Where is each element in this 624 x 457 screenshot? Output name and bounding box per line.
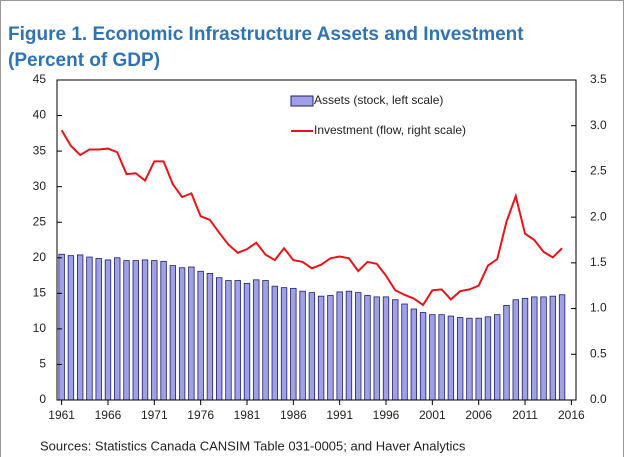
x-tick-label: 2016 [558,408,585,422]
x-tick-label: 1976 [187,408,214,422]
bar [262,280,269,401]
bar [299,290,306,401]
bar [410,308,417,401]
legend-swatch [290,95,314,107]
y-tick-label: 20 [33,250,47,264]
x-tick-label: 2001 [419,408,446,422]
bar [58,253,65,401]
bar [438,314,445,401]
bar [447,315,455,401]
x-tick-label: 1971 [141,408,168,422]
bar [521,297,529,401]
bar [494,314,501,401]
x-tick-label: 1986 [280,408,307,422]
bar [178,267,186,401]
bar [512,299,519,401]
y-tick-label: 15 [33,286,47,300]
y-tick-label: 35 [33,143,47,157]
bar [558,294,566,401]
bar [392,299,399,401]
bar [429,314,436,401]
bar [216,277,223,401]
x-tick-label: 1966 [95,408,122,422]
bar [382,296,390,401]
bar [234,280,241,401]
y2-tick-label: 1.5 [590,255,607,269]
bar [132,260,139,401]
bar [151,260,158,401]
bar [188,266,195,401]
y-tick-label: 25 [33,214,47,228]
bar [197,270,204,401]
bar [225,280,232,401]
bar [531,296,538,401]
bar [503,305,510,401]
bar [327,295,334,401]
y-tick-label: 5 [39,357,46,371]
line [60,129,563,307]
bar [419,312,427,401]
plot-frame [56,79,577,401]
bar [484,316,492,401]
y2-tick-label: 2.5 [590,164,607,178]
y2-tick-label: 2.0 [590,209,607,223]
x-tick-label: 2006 [465,408,492,422]
bar [540,296,547,401]
x-tick-label: 1996 [373,408,400,422]
bar [317,295,325,401]
bar [114,257,121,401]
bar [67,255,75,401]
bar [475,317,482,401]
legend-label: Assets (stock, left scale) [314,93,443,107]
source-note: Sources: Statistics Canada CANSIM Table … [40,438,466,453]
bar [549,295,557,401]
bar [160,260,167,401]
bar [456,317,464,401]
bar [336,291,343,401]
x-tick-label: 1991 [326,408,353,422]
bar [206,273,214,401]
bar [308,292,316,401]
y-tick-label: 40 [33,108,47,122]
bar [95,258,102,401]
chart-subtitle: (Percent of GDP) [8,50,160,71]
bar [86,256,93,401]
y-tick-label: 30 [33,179,47,193]
bar [355,292,362,401]
bar [104,259,112,401]
bar [373,296,380,401]
bar [401,303,408,401]
y2-tick-label: 3.5 [590,72,607,86]
y-tick-label: 45 [33,72,47,86]
y2-tick-label: 3.0 [590,118,607,132]
bar [364,295,371,401]
y-tick-label: 10 [33,321,47,335]
x-tick-label: 1961 [48,408,75,422]
x-tick-label: 2011 [512,408,538,422]
bar [280,287,288,401]
bar [345,290,353,401]
bar [123,260,130,401]
y2-tick-label: 1.0 [590,301,607,315]
legend-label: Investment (flow, right scale) [314,123,466,137]
y-tick-label: 0 [39,392,46,406]
chart-title: Figure 1. Economic Infrastructure Assets… [8,24,524,45]
bar [271,285,278,401]
bar [169,265,177,401]
bar [253,279,260,401]
bar [243,282,251,401]
y2-tick-label: 0.0 [590,392,607,406]
bar [466,317,473,401]
bar [290,287,297,401]
bar [76,254,84,401]
y2-tick-label: 0.5 [590,346,607,360]
bar [141,259,149,401]
x-tick-label: 1981 [234,408,261,422]
